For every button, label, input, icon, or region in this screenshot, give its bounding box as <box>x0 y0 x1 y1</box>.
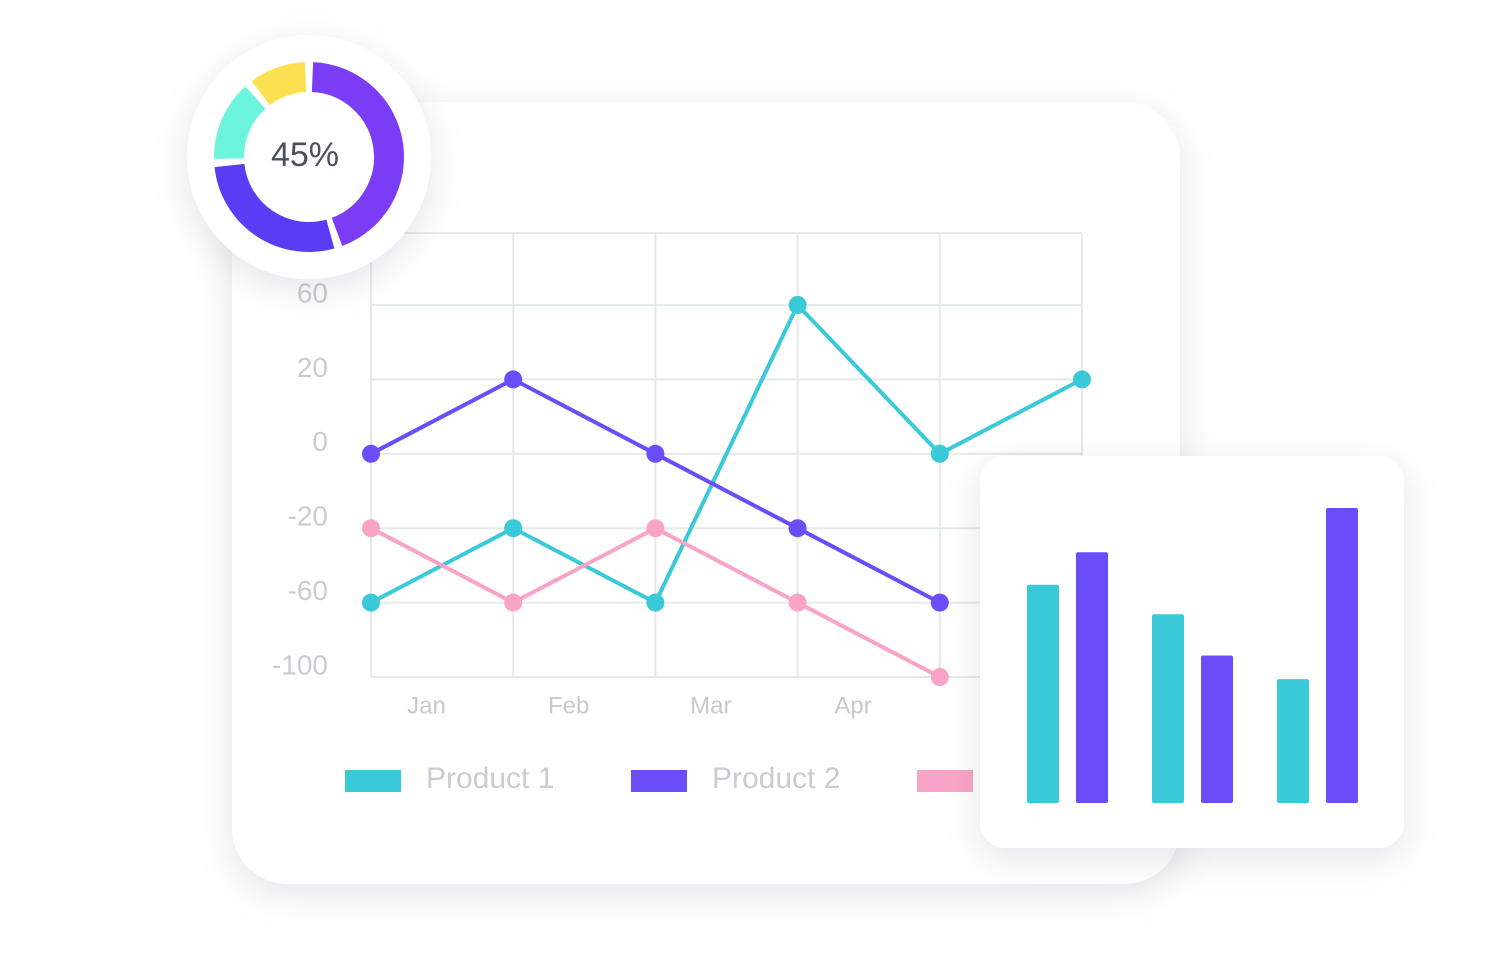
series-point <box>362 519 380 538</box>
series-point <box>646 593 665 612</box>
y-tick-label: 60 <box>297 277 328 308</box>
series-point <box>788 593 807 612</box>
bar-chart <box>1027 508 1358 803</box>
series-point <box>930 444 949 463</box>
series-point <box>788 519 807 538</box>
series-line <box>370 303 1083 605</box>
legend-label: Product 2 <box>712 762 840 795</box>
bar <box>1201 655 1233 803</box>
bar <box>1076 552 1108 803</box>
x-tick-label: Mar <box>690 692 731 719</box>
series-point <box>504 593 523 612</box>
line-chart: -100 -60 -20 0 20 60 Jan Feb Mar Apr Product 1 Prod… <box>272 232 1091 795</box>
y-tick-label: 0 <box>312 426 328 457</box>
series-point <box>646 519 665 538</box>
series-point <box>1073 370 1091 389</box>
bar <box>1277 679 1309 803</box>
y-tick-label: -20 <box>288 501 328 532</box>
legend-swatch <box>631 770 687 792</box>
legend-swatch <box>345 770 401 792</box>
y-tick-label: -100 <box>272 649 328 680</box>
donut-segment <box>251 62 307 106</box>
legend-label: Product 1 <box>426 762 554 795</box>
x-tick-label: Apr <box>834 692 871 719</box>
y-tick-label: -60 <box>288 575 328 606</box>
y-tick-label: 20 <box>297 352 328 383</box>
x-tick-label: Feb <box>548 692 589 719</box>
series-point <box>930 668 949 686</box>
series-point <box>504 519 523 538</box>
series-point <box>646 444 665 463</box>
donut-segment <box>214 86 266 159</box>
legend-swatch <box>917 770 973 792</box>
donut-segment <box>214 163 335 252</box>
series-point <box>362 593 380 612</box>
series-point <box>788 296 807 314</box>
bar <box>1152 614 1184 803</box>
x-tick-label: Jan <box>407 692 446 719</box>
series-point <box>504 370 523 389</box>
donut-center-label: 45% <box>271 136 339 174</box>
bar <box>1027 584 1059 803</box>
series-point <box>362 444 380 463</box>
bar <box>1326 508 1358 803</box>
series-point <box>930 593 949 612</box>
donut-chart: 45% <box>214 62 404 252</box>
donut-segment <box>311 62 404 246</box>
